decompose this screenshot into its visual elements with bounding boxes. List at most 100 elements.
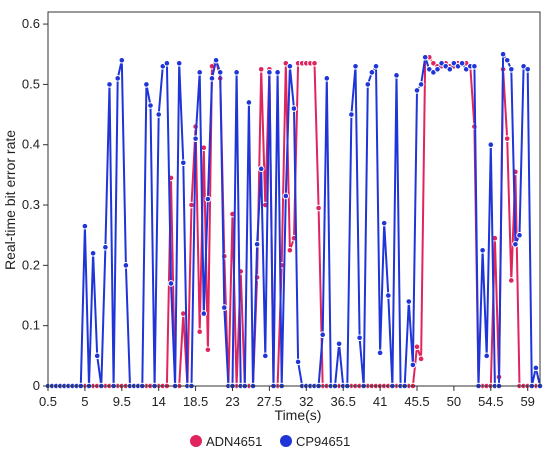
- data-point-cp94651: [372, 62, 380, 70]
- data-point-cp94651: [216, 69, 224, 76]
- data-point-cp94651: [479, 246, 486, 254]
- data-point-adn4651: [503, 135, 511, 142]
- data-point-adn4651: [508, 277, 515, 284]
- data-point-cp94651: [352, 62, 359, 70]
- data-point-cp94651: [364, 81, 372, 88]
- x-tick-label: 9.5: [113, 394, 131, 409]
- data-point-cp94651: [348, 111, 355, 118]
- plot-area: [44, 50, 544, 390]
- data-point-cp94651: [155, 111, 162, 118]
- x-tick-label: 45.5: [404, 394, 429, 409]
- data-point-cp94651: [532, 364, 540, 372]
- axes: 0.5 5 9.5 14 18.5 23 27.5 32 36.5 41 45.5 50 54.5 59 0…: [22, 11, 541, 409]
- data-point-adn4651: [315, 204, 322, 212]
- data-point-cp94651: [405, 298, 413, 305]
- x-tick-label: 41: [373, 394, 387, 409]
- plot-frame: [47, 11, 541, 387]
- x-tick-label: 36.5: [331, 394, 356, 409]
- data-point-cp94651: [376, 349, 384, 357]
- legend: ADN4651 CP94651: [190, 434, 350, 449]
- x-tick-label: 59: [520, 394, 534, 409]
- data-point-cp94651: [106, 81, 113, 88]
- data-point-adn4651: [417, 355, 425, 363]
- data-point-cp94651: [508, 66, 515, 73]
- data-point-adn4651: [204, 346, 212, 354]
- data-point-cp94651: [245, 99, 253, 106]
- data-point-cp94651: [471, 62, 478, 70]
- data-point-adn4651: [257, 66, 265, 73]
- data-point-cp94651: [262, 352, 269, 360]
- data-point-cp94651: [417, 81, 425, 88]
- x-tick-label: 18.5: [183, 394, 208, 409]
- legend-label-adn4651: ADN4651: [206, 434, 262, 449]
- data-point-cp94651: [196, 69, 203, 76]
- data-point-cp94651: [319, 331, 327, 339]
- data-point-cp94651: [368, 69, 376, 76]
- data-point-cp94651: [81, 222, 89, 230]
- data-point-cp94651: [208, 75, 216, 82]
- data-point-cp94651: [516, 231, 523, 239]
- legend-marker-cp94651: [280, 435, 292, 447]
- data-point-cp94651: [175, 59, 183, 67]
- data-point-cp94651: [290, 105, 298, 112]
- data-point-cp94651: [294, 358, 302, 366]
- data-point-cp94651: [147, 102, 154, 109]
- data-point-cp94651: [393, 72, 400, 79]
- legend-marker-adn4651: [190, 435, 202, 447]
- data-point-cp94651: [221, 304, 228, 311]
- data-point-cp94651: [257, 165, 265, 173]
- data-point-cp94651: [143, 81, 150, 88]
- data-point-cp94651: [167, 280, 175, 287]
- data-point-cp94651: [89, 249, 97, 257]
- data-point-adn4651: [196, 328, 203, 336]
- data-point-cp94651: [512, 240, 519, 248]
- x-tick-label: 0.5: [39, 394, 57, 409]
- data-point-cp94651: [524, 66, 532, 73]
- data-point-cp94651: [102, 243, 109, 251]
- y-axis-title: Real-time bit error rate: [2, 130, 18, 270]
- x-tick-label: 32: [299, 394, 313, 409]
- data-point-cp94651: [335, 340, 343, 348]
- y-tick-label: 0: [33, 378, 40, 393]
- y-tick-label: 0.5: [22, 76, 40, 91]
- data-point-cp94651: [499, 50, 507, 58]
- data-point-cp94651: [458, 59, 466, 67]
- x-tick-label: 27.5: [257, 394, 282, 409]
- data-point-cp94651: [212, 56, 220, 64]
- data-point-cp94651: [253, 240, 261, 248]
- data-point-cp94651: [274, 69, 281, 76]
- data-point-cp94651: [192, 135, 199, 142]
- y-tick-label: 0.3: [22, 197, 40, 212]
- data-point-cp94651: [409, 361, 417, 369]
- data-point-cp94651: [413, 87, 421, 94]
- data-point-cp94651: [163, 59, 171, 67]
- data-point-cp94651: [487, 141, 495, 149]
- data-point-cp94651: [118, 56, 126, 64]
- data-point-cp94651: [446, 66, 454, 73]
- data-point-cp94651: [282, 192, 290, 200]
- data-point-cp94651: [266, 69, 273, 76]
- data-point-cp94651: [385, 292, 392, 299]
- data-point-adn4651: [311, 59, 318, 67]
- x-tick-label: 5: [81, 394, 88, 409]
- x-tick-label: 50: [447, 394, 461, 409]
- data-point-cp94651: [323, 75, 331, 82]
- x-axis-title: Time(s): [275, 407, 322, 423]
- x-tick-label: 14: [151, 394, 165, 409]
- data-point-cp94651: [233, 69, 240, 76]
- data-point-cp94651: [204, 195, 212, 203]
- data-point-cp94651: [380, 219, 388, 227]
- data-point-cp94651: [356, 334, 363, 342]
- data-point-adn4651: [286, 246, 294, 254]
- x-tick-label: 54.5: [478, 394, 503, 409]
- y-tick-label: 0.4: [22, 137, 40, 152]
- data-point-cp94651: [122, 262, 130, 269]
- x-tick-label: 23: [225, 394, 239, 409]
- data-point-cp94651: [434, 66, 441, 73]
- data-point-cp94651: [180, 159, 187, 167]
- data-point-cp94651: [200, 310, 208, 317]
- data-point-cp94651: [503, 56, 511, 64]
- data-point-cp94651: [114, 75, 121, 82]
- y-tick-label: 0.2: [22, 257, 40, 272]
